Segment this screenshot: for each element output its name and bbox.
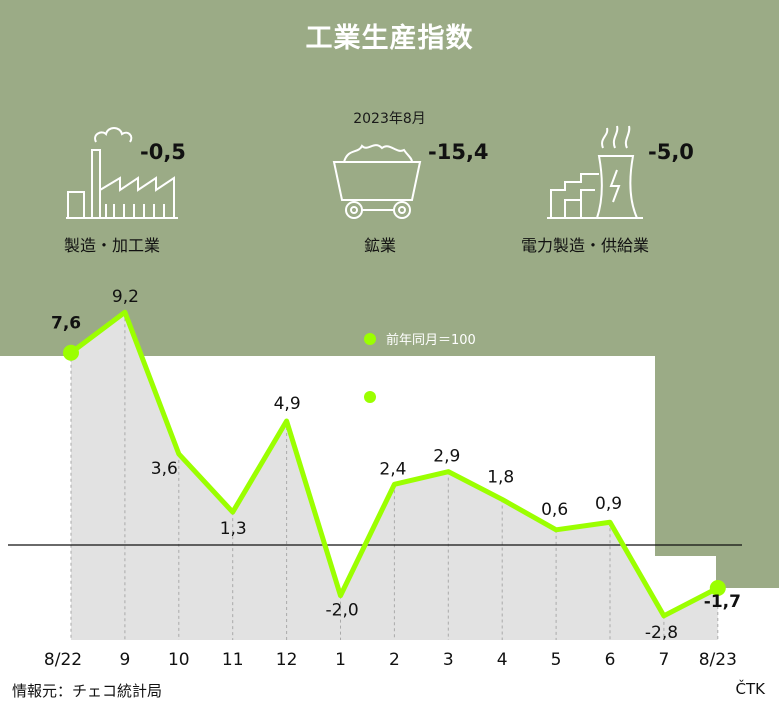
stat-value-mining: -15,4	[428, 140, 489, 164]
data-label: 1,8	[487, 467, 514, 487]
x-tick-label: 12	[276, 650, 298, 670]
background-band	[0, 0, 779, 588]
stat-value-manufacturing: -0,5	[140, 140, 186, 164]
x-tick-label: 4	[497, 650, 508, 670]
x-tick-label: 6	[605, 650, 616, 670]
data-label: 0,6	[541, 500, 568, 520]
data-label: 7,6	[51, 314, 81, 334]
stats-date: 2023年8月	[353, 111, 426, 127]
legend-label-adjusted: カレンダー調整済	[386, 391, 491, 406]
data-label: -1,7	[704, 592, 741, 612]
x-axis-group: 8/22 9 10 11 12 1 2 3 4 5 6 7 8/23	[44, 650, 737, 670]
x-tick-label: 1	[335, 650, 346, 670]
legend-dot-icon	[364, 390, 376, 403]
legend-item-base: 前年同月＝100	[364, 329, 476, 348]
x-tick-label: 5	[551, 650, 562, 670]
data-label: 3,6	[151, 459, 178, 479]
stat-label-electricity: 電力製造・供給業	[521, 236, 650, 255]
x-tick-label: 10	[168, 650, 190, 670]
stat-label-mining: 鉱業	[364, 236, 397, 255]
power-plant-icon	[547, 125, 643, 219]
x-tick-label: 8/22	[44, 650, 82, 670]
chart-labels-group: 7,6 9,2 3,6 1,3 4,9 -2,0 2,4 2,9 1,8 0,6 0,9 -2,8 -1…	[51, 287, 741, 643]
data-label: 9,2	[112, 287, 139, 307]
x-tick-label: 8/23	[699, 650, 737, 670]
legend-label-base: 前年同月＝100	[386, 333, 476, 348]
legend-item-adjusted: カレンダー調整済	[364, 387, 490, 406]
factory-icon	[66, 127, 178, 219]
data-label: 4,9	[274, 394, 301, 414]
source-note: 情報元：チェコ統計局	[12, 682, 163, 700]
highlight-point	[709, 580, 726, 597]
mine-cart-icon	[332, 144, 422, 219]
x-tick-label: 11	[222, 650, 244, 670]
chart-area-group	[71, 312, 718, 640]
x-tick-label: 7	[658, 650, 669, 670]
data-label: -2,0	[326, 601, 359, 621]
chart-grid-group	[70, 312, 719, 640]
chart-line-group	[63, 309, 726, 619]
data-label: 0,9	[595, 494, 622, 514]
series-area	[71, 312, 718, 640]
highlight-point	[63, 344, 79, 361]
stat-label-manufacturing: 製造・加工業	[64, 236, 161, 255]
chart-title: 工業生産指数	[305, 23, 474, 54]
stat-value-electricity: -5,0	[648, 140, 694, 164]
legend-dot-icon	[364, 332, 376, 345]
data-label: -2,8	[645, 623, 678, 643]
data-label: 1,3	[220, 519, 247, 539]
x-tick-label: 2	[389, 650, 400, 670]
data-label: 2,4	[379, 459, 406, 479]
credit-label: ČTK	[735, 680, 765, 698]
x-tick-label: 9	[119, 650, 130, 670]
x-tick-label: 3	[443, 650, 454, 670]
series-line	[68, 309, 721, 619]
data-label: 2,9	[433, 447, 460, 467]
